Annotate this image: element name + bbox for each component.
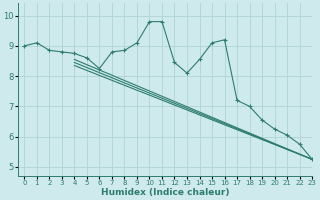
X-axis label: Humidex (Indice chaleur): Humidex (Indice chaleur) — [101, 188, 229, 197]
